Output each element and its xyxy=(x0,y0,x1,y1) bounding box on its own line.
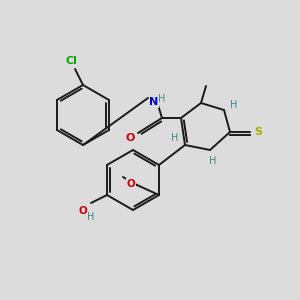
Text: S: S xyxy=(254,127,262,137)
Text: H: H xyxy=(87,212,95,222)
Text: Cl: Cl xyxy=(65,56,77,66)
Text: O: O xyxy=(127,179,135,189)
Text: O: O xyxy=(125,133,135,143)
Text: O: O xyxy=(79,206,87,216)
Text: N: N xyxy=(149,97,159,107)
Text: H: H xyxy=(230,100,238,110)
Text: H: H xyxy=(171,133,179,143)
Text: H: H xyxy=(209,156,217,166)
Text: H: H xyxy=(158,94,166,104)
